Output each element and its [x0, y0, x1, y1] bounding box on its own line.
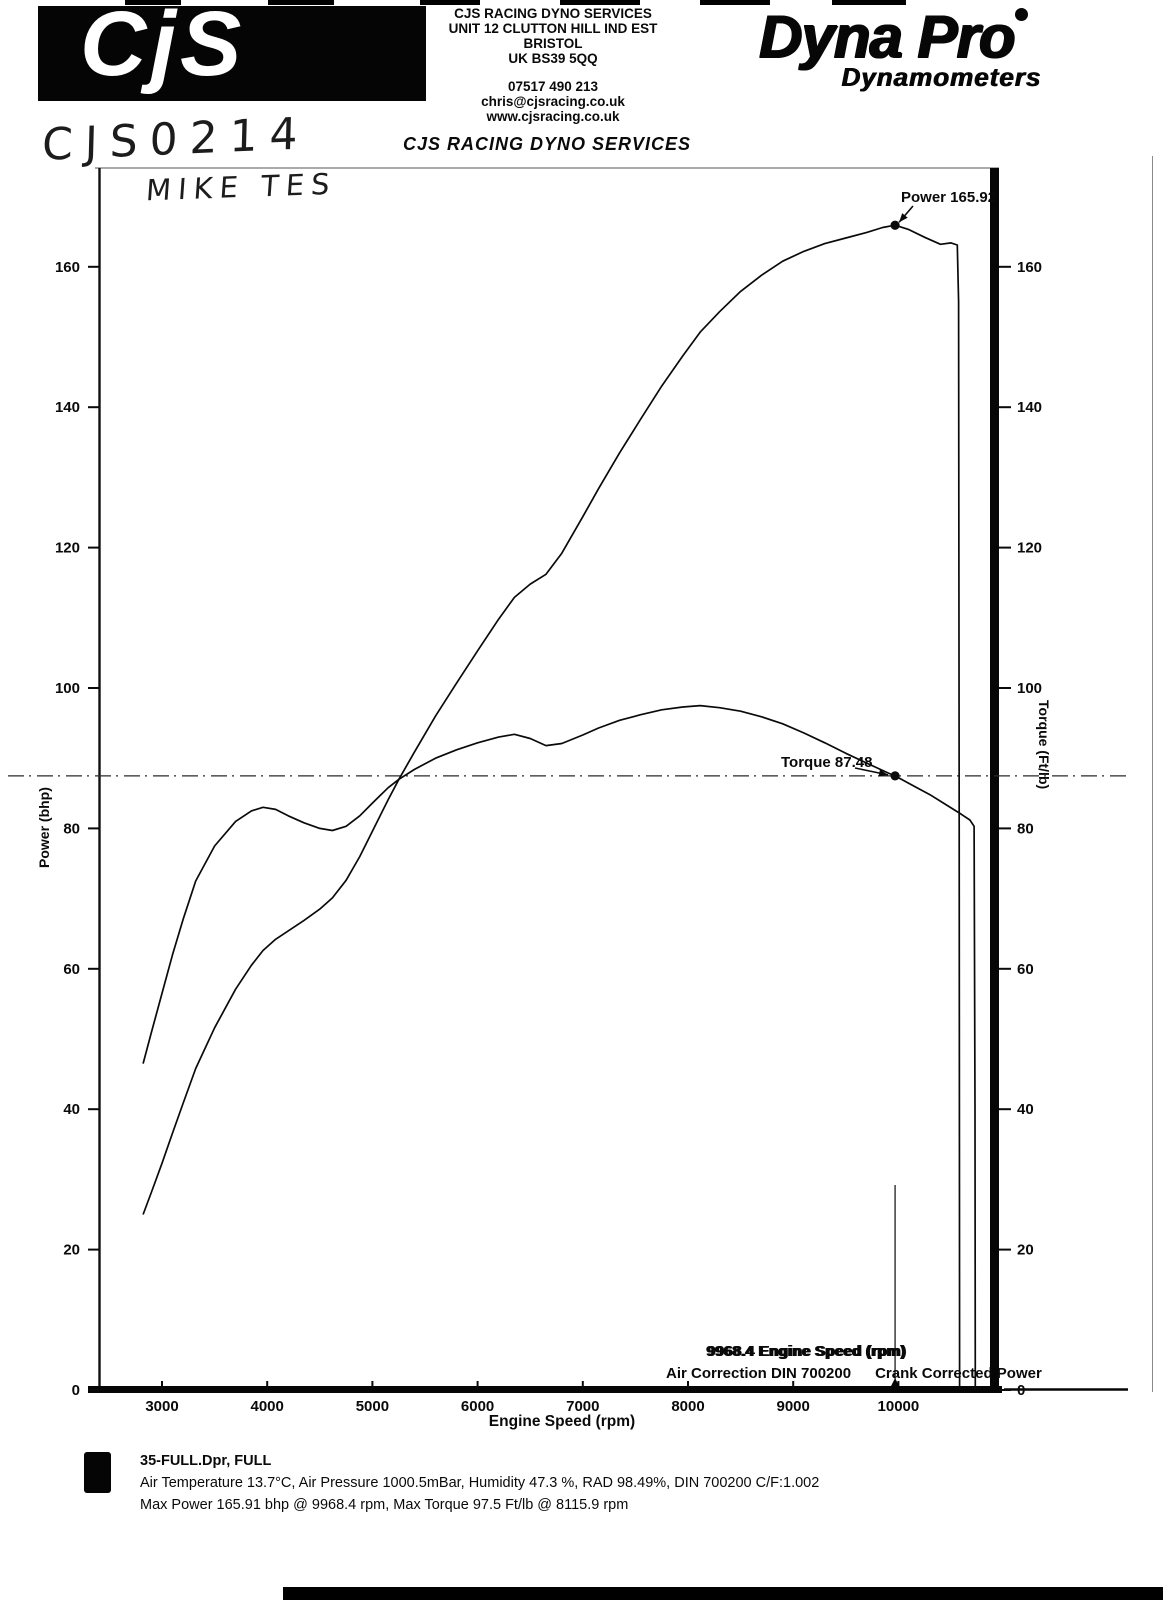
air-correction-label: Air Correction DIN 700200	[666, 1365, 852, 1382]
address-line: BRISTOL	[523, 36, 583, 51]
scan-artifact	[420, 0, 480, 5]
registered-dot-icon	[1014, 8, 1028, 21]
dynapro-logo-name: Dyna Pro	[758, 6, 1028, 68]
right-axis-tick-label: 20	[1017, 1242, 1034, 1259]
right-axis-tick-label: 60	[1017, 961, 1034, 978]
test-conditions: Air Temperature 13.7°C, Air Pressure 100…	[140, 1475, 820, 1491]
right-axis-tick-label: 0	[1017, 1382, 1025, 1399]
cjs-logo-text: CjS	[80, 0, 246, 95]
left-axis-tick-label: 60	[63, 961, 80, 978]
x-axis-tick-label: 6000	[461, 1398, 494, 1415]
phone-number: 07517 490 213	[507, 79, 599, 94]
scan-artifact	[560, 0, 640, 5]
x-axis-title: Engine Speed (rpm)	[488, 1413, 636, 1430]
power-type-label: Crank Corrected Power	[875, 1365, 1042, 1382]
run-color-swatch	[84, 1452, 111, 1493]
company-address-block: CJS RACING DYNO SERVICES UNIT 12 CLUTTON…	[408, 6, 698, 124]
address-line: UK BS39 5QQ	[508, 51, 598, 66]
torque-curve	[142, 704, 977, 1391]
test-results: Max Power 165.91 bhp @ 9968.4 rpm, Max T…	[140, 1497, 629, 1513]
page-edge-line	[1152, 156, 1153, 1392]
left-axis-tick-label: 0	[72, 1382, 80, 1399]
x-axis-tick-label: 4000	[251, 1398, 284, 1415]
left-axis-tick-label: 120	[55, 540, 80, 557]
x-axis-tick-label: 8000	[671, 1398, 704, 1415]
cursor-rpm-label: 9968.4 Engine Speed (rpm)	[706, 1343, 906, 1360]
x-axis-tick-label: 3000	[145, 1398, 178, 1415]
right-axis-tick-label: 160	[1017, 259, 1042, 276]
dynapro-logo-sub: Dynamometers	[841, 62, 1041, 92]
x-axis-line	[88, 1386, 1002, 1393]
address-line: UNIT 12 CLUTTON HILL IND EST	[448, 21, 658, 36]
torque-annotation: Torque 87.48	[781, 754, 873, 771]
left-axis-tick-label: 100	[55, 680, 80, 697]
torque-cursor-marker	[890, 771, 900, 781]
right-axis-tick-label: 120	[1017, 540, 1042, 557]
torque-annotation-arrow-head	[878, 769, 889, 777]
handwritten-note: MIKE TES	[144, 166, 338, 208]
scan-artifact-bottom-bar	[283, 1587, 1163, 1600]
left-axis-tick-label: 80	[63, 820, 80, 837]
scan-artifact	[700, 0, 770, 5]
left-axis-tick-label: 20	[63, 1242, 80, 1259]
right-axis-tick-label: 140	[1017, 399, 1042, 416]
cursor-marker	[888, 1378, 903, 1392]
left-axis-tick-label: 160	[55, 259, 80, 276]
scan-artifact	[125, 0, 181, 5]
left-axis-title: Power (bhp)	[36, 787, 52, 868]
dynapro-logo: Dyna Pro Dynamometers	[696, 6, 1076, 93]
company-name: CJS RACING DYNO SERVICES	[454, 6, 652, 21]
x-axis-tick-label: 5000	[356, 1398, 389, 1415]
scan-artifact	[268, 0, 334, 5]
x-axis-tick-label: 9000	[777, 1398, 810, 1415]
right-axis-tick-label: 40	[1017, 1101, 1034, 1118]
x-axis-tick-label: 7000	[566, 1398, 599, 1415]
right-axis-line	[990, 168, 999, 1393]
scan-artifact	[832, 0, 906, 5]
run-legend: 35-FULL.Dpr, FULL Air Temperature 13.7°C…	[140, 1450, 1100, 1516]
right-axis-title: Torque (Ft/lb)	[1036, 700, 1052, 790]
power-peak-annotation: Power 165.92	[901, 189, 997, 206]
left-axis-tick-label: 140	[55, 399, 80, 416]
report-title: CJS RACING DYNO SERVICES	[403, 134, 692, 154]
run-file-label: 35-FULL.Dpr, FULL	[140, 1453, 272, 1469]
right-axis-tick-label: 80	[1017, 820, 1034, 837]
cjs-logo: CjS	[38, 0, 426, 101]
power-annotation-arrow-head	[899, 213, 908, 223]
correction-row: Air Correction DIN 700200 Crank Correcte…	[666, 1365, 1042, 1382]
left-axis-tick-label: 40	[63, 1101, 80, 1118]
right-axis-tick-label: 100	[1017, 680, 1042, 697]
website-url: www.cjsracing.co.uk	[486, 109, 620, 124]
email-address: chris@cjsracing.co.uk	[481, 94, 625, 109]
power-curve	[142, 224, 961, 1391]
x-axis-tick-label: 10000	[878, 1398, 920, 1415]
power-peak-marker	[890, 220, 900, 230]
